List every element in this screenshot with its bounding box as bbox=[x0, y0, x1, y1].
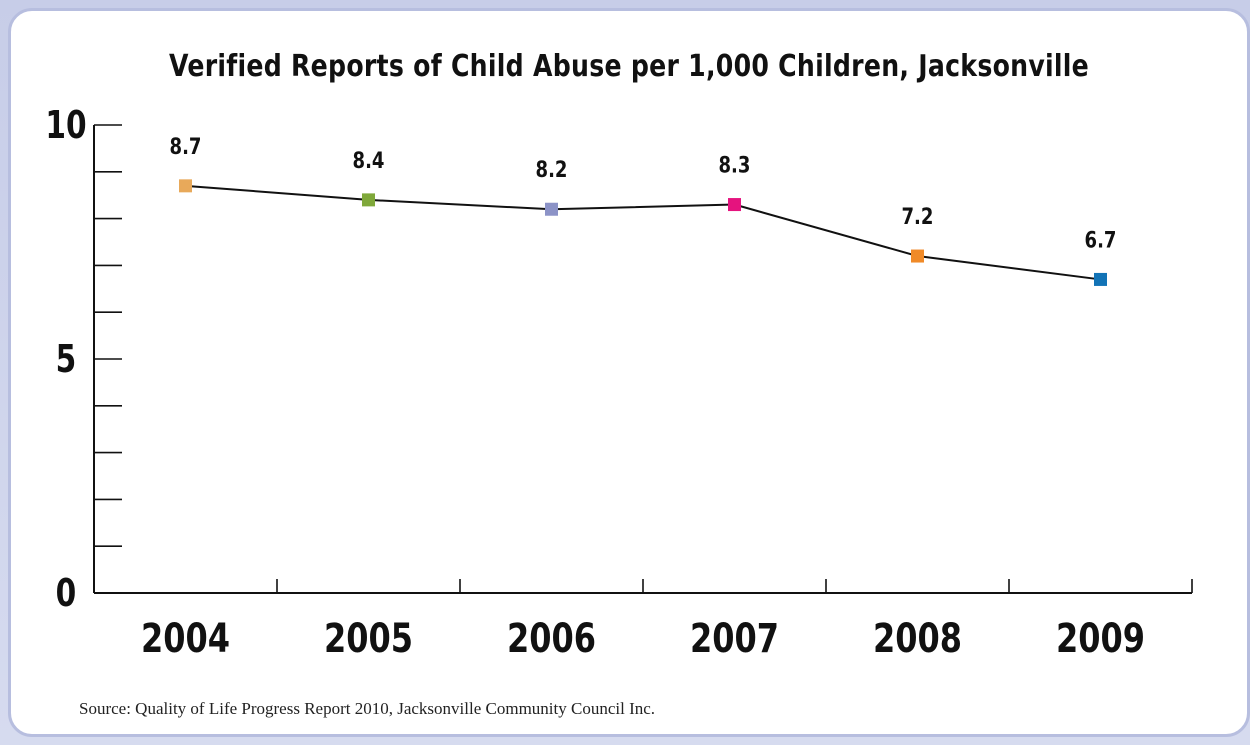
x-tick-label: 2007 bbox=[690, 614, 779, 661]
x-tick-label: 2004 bbox=[141, 614, 230, 661]
data-point bbox=[911, 249, 924, 263]
source-note: Source: Quality of Life Progress Report … bbox=[79, 699, 656, 718]
data-label: 8.7 bbox=[170, 133, 202, 159]
x-tick-label: 2006 bbox=[507, 614, 596, 661]
data-label: 8.4 bbox=[353, 147, 385, 173]
data-label: 8.3 bbox=[719, 152, 751, 178]
chart-card: Verified Reports of Child Abuse per 1,00… bbox=[8, 8, 1250, 737]
data-point bbox=[179, 179, 192, 193]
x-tick-label: 2009 bbox=[1056, 614, 1145, 661]
x-tick-label: 2008 bbox=[873, 614, 962, 661]
data-label: 6.7 bbox=[1085, 227, 1117, 253]
x-tick-label: 2005 bbox=[324, 614, 413, 661]
data-label: 8.2 bbox=[536, 156, 568, 182]
y-tick-label: 5 bbox=[56, 337, 77, 382]
data-point bbox=[545, 202, 558, 216]
y-tick-label: 0 bbox=[56, 571, 77, 616]
series-line bbox=[185, 184, 1101, 281]
y-tick-label: 10 bbox=[45, 103, 86, 148]
data-point bbox=[362, 193, 375, 207]
data-point bbox=[728, 198, 741, 212]
data-point bbox=[1094, 272, 1107, 286]
chart-title: Verified Reports of Child Abuse per 1,00… bbox=[168, 49, 1090, 84]
data-label: 7.2 bbox=[902, 203, 934, 229]
